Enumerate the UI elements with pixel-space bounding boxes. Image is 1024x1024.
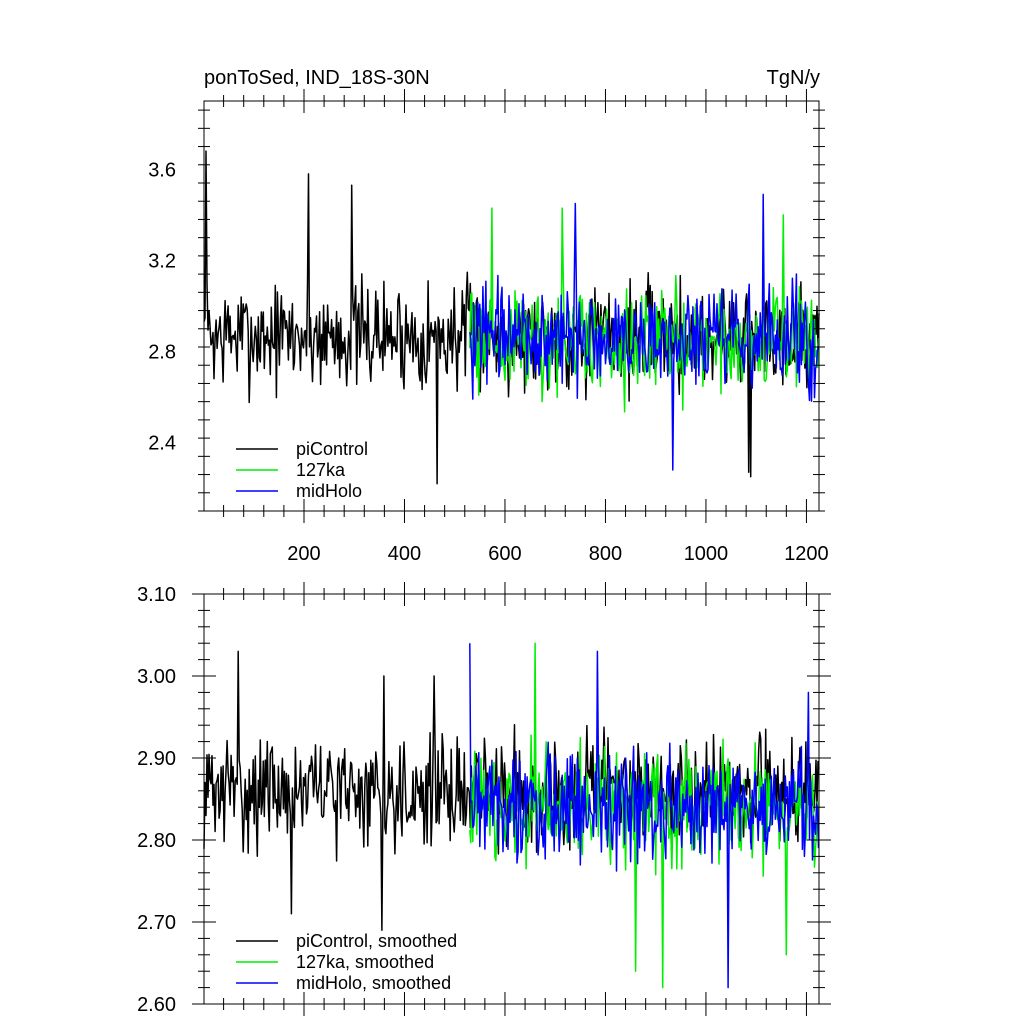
- legend-label: piControl, smoothed: [296, 931, 457, 951]
- y-tick-label: 2.60: [137, 994, 176, 1016]
- chart-title-right: TgN/y: [767, 67, 820, 89]
- top-plot-frame: [203, 100, 820, 512]
- series-line-3: [469, 643, 820, 989]
- x-tick-label: 600: [488, 543, 521, 565]
- bottom-plot-frame: [203, 593, 820, 1005]
- legend-label: midHolo: [296, 481, 362, 501]
- legend-label: piControl: [296, 439, 368, 459]
- legend-label: midHolo, smoothed: [296, 973, 451, 993]
- y-tick-label: 2.80: [137, 830, 176, 852]
- y-tick-label: 3.00: [137, 666, 176, 688]
- y-tick-label: 2.4: [148, 433, 176, 455]
- y-tick-label: 3.10: [137, 584, 176, 606]
- y-tick-label: 3.2: [148, 250, 176, 272]
- y-tick-label: 2.8: [148, 342, 176, 364]
- top-x-axis: 200 400 600 800 1000 1200: [287, 543, 828, 565]
- top-plot-area: [203, 150, 820, 485]
- x-tick-label: 400: [388, 543, 421, 565]
- top-chart: ponToSed, IND_18S-30N TgN/y 200 400 600 800…: [148, 67, 829, 565]
- legend-label: 127ka, smoothed: [296, 952, 434, 972]
- x-tick-label: 800: [589, 543, 622, 565]
- bottom-y-axis: 2.60 2.70 2.80 2.90 3.00 3.10: [137, 584, 176, 1016]
- bottom-axis-ticks: [192, 582, 831, 1016]
- bottom-chart: 2.60 2.70 2.80 2.90 3.00 3.10 piControl, smoo…: [137, 582, 831, 1016]
- x-tick-label: 1000: [684, 543, 729, 565]
- top-y-axis: 2.4 2.8 3.2 3.6: [148, 159, 176, 454]
- legend-label: 127ka: [296, 460, 346, 480]
- y-tick-label: 2.90: [137, 748, 176, 770]
- y-tick-label: 2.70: [137, 912, 176, 934]
- x-tick-label: 200: [287, 543, 320, 565]
- y-tick-label: 3.6: [148, 159, 176, 181]
- top-axis-ticks: [198, 89, 825, 523]
- bottom-plot-area: [203, 642, 820, 989]
- series-line-3: [469, 193, 820, 471]
- x-tick-label: 1200: [784, 543, 829, 565]
- chart-title-left: ponToSed, IND_18S-30N: [204, 67, 430, 89]
